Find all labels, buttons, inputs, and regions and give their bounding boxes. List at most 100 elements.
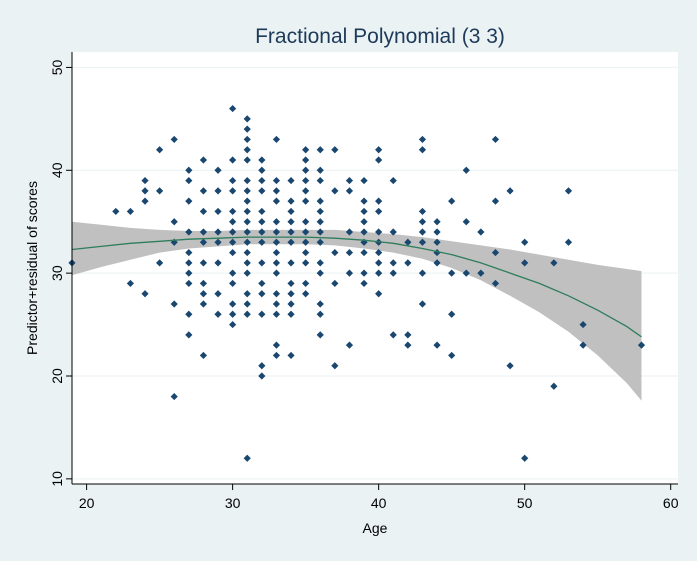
scatter-point (331, 146, 339, 154)
scatter-point (199, 228, 208, 236)
scatter-point (287, 279, 295, 288)
scatter-point (418, 146, 427, 154)
y-tick-label: 30 (49, 265, 65, 281)
scatter-point (243, 125, 251, 133)
scatter-point (360, 279, 368, 288)
scatter-point (287, 218, 295, 226)
scatter-point (287, 207, 295, 216)
scatter-point (375, 156, 383, 164)
scatter-point (316, 176, 324, 185)
scatter-point (448, 351, 456, 360)
scatter-point (156, 187, 164, 195)
scatter-point (229, 228, 237, 236)
scatter-point (331, 248, 339, 257)
scatter-point (360, 176, 368, 185)
scatter-point (287, 310, 295, 318)
scatter-point (375, 197, 383, 205)
scatter-point (170, 135, 178, 144)
fit-line-path (71, 236, 642, 338)
scatter-point (316, 269, 324, 277)
scatter-point (418, 238, 427, 246)
scatter-point (345, 176, 354, 185)
scatter-point (302, 187, 310, 195)
scatter-point (258, 290, 266, 298)
scatter-point (302, 228, 310, 236)
scatter-point (272, 290, 281, 298)
scatter-point (214, 187, 222, 195)
scatter-point (243, 300, 251, 308)
scatter-point (389, 228, 397, 236)
scatter-point (302, 259, 310, 267)
scatter-point (258, 259, 266, 267)
scatter-point (360, 207, 368, 216)
chart-title: Fractional Polynomial (3 3) (255, 25, 505, 48)
scatter-point (331, 187, 339, 195)
scatter-point (287, 176, 295, 185)
scatter-point (302, 156, 310, 164)
scatter-point (302, 146, 310, 154)
scatter-point (229, 104, 237, 113)
scatter-point (243, 187, 251, 195)
scatter-point (141, 290, 149, 298)
x-tick-label: 40 (371, 495, 387, 511)
scatter-point (243, 248, 251, 257)
scatter-point (491, 279, 500, 288)
scatter-point (243, 135, 251, 144)
scatter-point (258, 228, 266, 236)
scatter-point (389, 176, 397, 185)
scatter-point (448, 197, 456, 205)
scatter-point (550, 259, 558, 267)
scatter-point (506, 362, 514, 370)
scatter-point (287, 238, 295, 246)
scatter-point (170, 392, 178, 401)
scatter-point (302, 248, 310, 257)
scatter-point (287, 259, 295, 267)
scatter-point (156, 146, 164, 154)
scatter-point (243, 197, 251, 205)
scatter-point (229, 320, 237, 329)
scatter-point (360, 218, 368, 226)
scatter-point (229, 238, 237, 246)
scatter-point (404, 331, 412, 339)
scatter-point (214, 310, 222, 318)
scatter-point (418, 207, 427, 216)
scatter-point (229, 279, 237, 288)
scatter-point (345, 187, 354, 195)
scatter-point (199, 187, 208, 195)
scatter-point (185, 176, 193, 185)
scatter-point (229, 176, 237, 185)
scatter-point (418, 269, 427, 277)
scatter-point (185, 269, 193, 277)
scatter-point (448, 269, 456, 277)
scatter-point (316, 300, 324, 308)
scatter-point (258, 176, 266, 185)
scatter-point (229, 187, 237, 195)
scatter-point (272, 238, 281, 246)
scatter-point (229, 300, 237, 308)
scatter-point (345, 228, 354, 236)
scatter-point (287, 300, 295, 308)
scatter-point (258, 166, 266, 174)
scatter-point (199, 156, 208, 164)
scatter-point (462, 218, 470, 226)
scatter-point (214, 259, 222, 267)
scatter-point (243, 156, 251, 164)
scatter-point (185, 310, 193, 318)
scatter-point (258, 207, 266, 216)
scatter-point (272, 176, 281, 185)
scatter-point (258, 279, 266, 288)
y-axis-label: Predictor+residual of scores (24, 181, 40, 355)
scatter-point (141, 187, 149, 195)
scatter-point (258, 362, 266, 370)
scatter-point (229, 310, 237, 318)
scatter-point (112, 207, 120, 216)
fit-line (71, 236, 642, 338)
scatter-point (214, 290, 222, 298)
scatter-point (345, 341, 354, 349)
scatter-point (637, 341, 646, 349)
scatter-point (316, 259, 324, 267)
scatter-point (199, 290, 208, 298)
scatter-point (477, 269, 485, 277)
scatter-point (389, 269, 397, 277)
scatter-point (433, 259, 441, 267)
